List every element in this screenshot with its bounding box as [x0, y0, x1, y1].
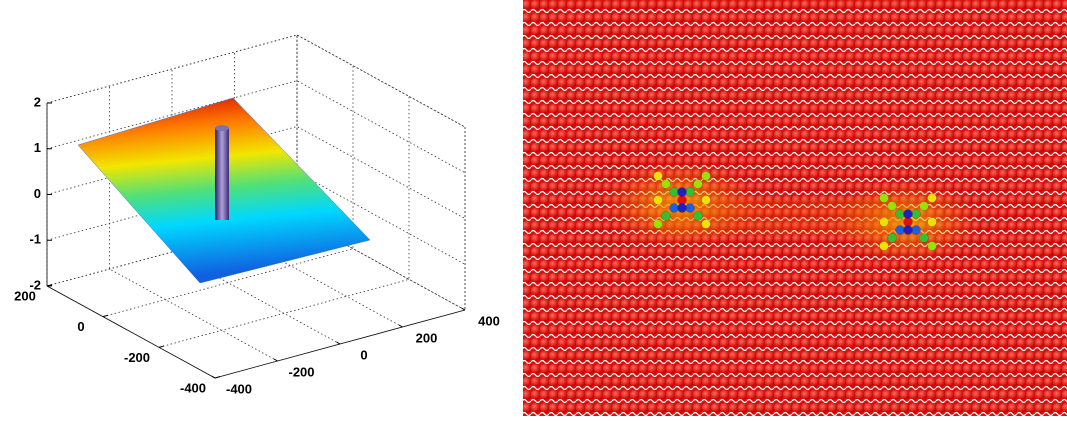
defect-atom: [654, 220, 663, 229]
y-tick-label: 0: [77, 319, 84, 334]
tick-mark: [337, 342, 340, 344]
tick-mark: [399, 325, 402, 327]
defect-atom: [912, 226, 921, 235]
box-edge: [297, 35, 465, 127]
defect-atom: [928, 242, 937, 251]
z-tick-label: 0: [34, 186, 41, 201]
defect-atom: [888, 234, 897, 243]
figure: -2-1012-400-2000200-400-2000200400: [0, 0, 1067, 416]
defect-atom: [686, 204, 695, 213]
tick-mark: [274, 359, 277, 361]
defect-atom: [654, 172, 663, 181]
defect-atom: [678, 204, 687, 213]
defect-atom: [678, 188, 687, 197]
defect-atom: [880, 242, 889, 251]
defect-atom: [896, 226, 905, 235]
x-tick-label: -200: [288, 364, 314, 379]
defect-atom: [912, 210, 921, 219]
tick-mark: [462, 308, 465, 310]
spike: [215, 128, 229, 220]
tick-mark: [103, 315, 108, 316]
grid-line: [47, 35, 465, 127]
defect-atom: [904, 210, 913, 219]
tick-mark: [215, 377, 220, 378]
defect-atom: [928, 194, 937, 203]
tick-mark: [159, 346, 164, 347]
defect-atom: [654, 196, 663, 205]
defect-atom: [694, 180, 703, 189]
defect-atom: [880, 194, 889, 203]
defect-atom: [662, 212, 671, 221]
y-tick-label: -400: [180, 380, 206, 395]
tick-mark: [212, 376, 215, 378]
spike-top: [215, 125, 229, 131]
defect-atom: [928, 218, 937, 227]
x-tick-label: 200: [416, 330, 438, 345]
x-tick-label: 400: [478, 313, 500, 328]
z-tick-label: 2: [34, 94, 41, 109]
defect-atom: [694, 212, 703, 221]
defect-atom: [880, 218, 889, 227]
z-tick-label: -1: [29, 232, 41, 247]
defect-atom: [702, 172, 711, 181]
y-tick-label: 200: [14, 288, 36, 303]
defect-atom: [896, 210, 905, 219]
x-tick-label: 0: [360, 347, 367, 362]
defect-atom: [904, 226, 913, 235]
defect-atom: [904, 218, 913, 227]
defect-atom: [702, 220, 711, 229]
defect-atom: [670, 204, 679, 213]
defect-atom: [888, 202, 897, 211]
defect-atom: [702, 196, 711, 205]
z-tick-label: 1: [34, 140, 41, 155]
defect-atom: [670, 188, 679, 197]
defect-atom: [686, 188, 695, 197]
grid-line: [297, 35, 465, 310]
atom-image: [523, 0, 1067, 416]
defect-atom: [920, 234, 929, 243]
defect-atom: [662, 180, 671, 189]
x-tick-label: -400: [226, 381, 252, 396]
y-tick-label: -200: [124, 350, 150, 365]
defect-atom: [920, 202, 929, 211]
defect-atom: [678, 196, 687, 205]
